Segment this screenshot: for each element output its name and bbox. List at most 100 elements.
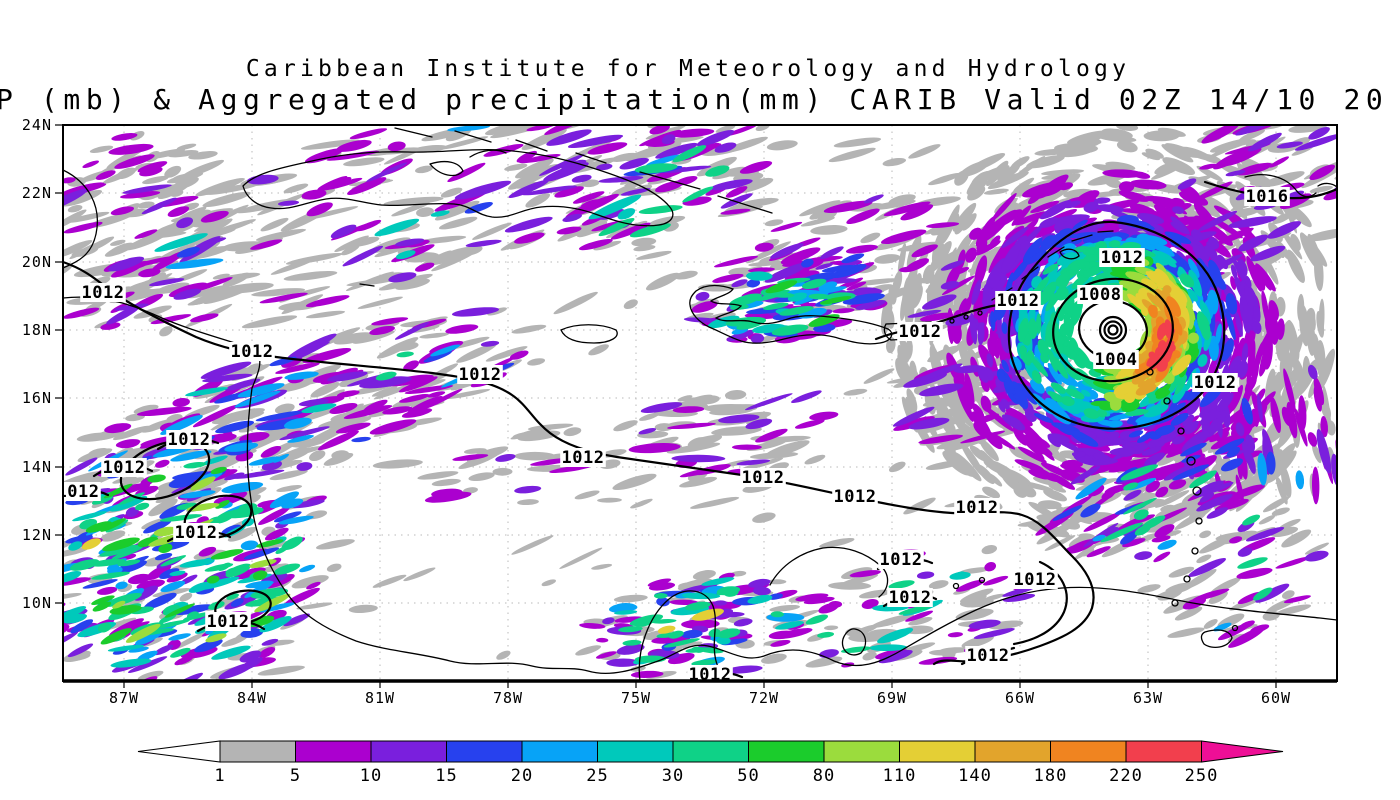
precip-streak [1129, 401, 1140, 411]
precip-streak [224, 506, 264, 519]
precip-streak [274, 403, 295, 414]
precip-streak [67, 204, 83, 213]
precip-streak [692, 97, 743, 120]
precip-streak [460, 245, 483, 256]
precip-streak [281, 498, 304, 509]
precip-streak [1128, 430, 1144, 438]
precip-streak [572, 191, 605, 204]
precip-streak [148, 498, 178, 517]
precip-streak [1113, 381, 1136, 396]
precip-streak [186, 502, 220, 512]
precip-streak [638, 205, 683, 215]
precip-streak [1354, 428, 1372, 472]
precip-streak [1104, 526, 1120, 537]
precip-streak [301, 403, 337, 414]
precip-streak [1064, 200, 1081, 209]
precip-streak [988, 235, 1001, 249]
precip-streak [583, 84, 632, 103]
precip-streak [256, 539, 284, 548]
precip-streak [1271, 507, 1290, 516]
precip-streak [1013, 177, 1035, 193]
precip-streak [341, 244, 360, 256]
precip-streak [275, 545, 289, 554]
precip-streak [855, 300, 886, 310]
precip-streak [258, 646, 276, 658]
precip-streak [63, 177, 76, 184]
lon-tick-label: 66W [1005, 689, 1035, 707]
precip-streak [623, 299, 638, 310]
precip-streak [657, 625, 676, 634]
precip-streak [137, 670, 164, 681]
precip-streak [1169, 197, 1185, 209]
colorbar-segment [672, 740, 749, 763]
precip-streak [681, 592, 721, 600]
precip-streak [1161, 219, 1189, 239]
precip-streak [892, 406, 935, 427]
precip-streak [991, 193, 1017, 221]
precip-streak [1343, 438, 1354, 469]
precip-streak [968, 619, 1001, 629]
precip-streak [1072, 219, 1088, 230]
precip-streak [112, 425, 151, 441]
precip-streak [521, 128, 567, 151]
precip-streak [179, 558, 215, 568]
precip-streak [842, 293, 885, 305]
precip-streak [633, 244, 656, 252]
precip-streak [63, 239, 93, 258]
colorbar-label: 15 [435, 766, 457, 786]
precip-streak [805, 656, 843, 668]
precip-streak [799, 200, 841, 217]
precip-streak [1070, 258, 1090, 271]
precip-streak [960, 441, 985, 477]
precip-streak [170, 647, 191, 658]
precip-streak [117, 559, 141, 567]
precip-streak [860, 232, 881, 244]
precip-streak [1221, 338, 1234, 362]
precip-streak [1017, 446, 1047, 464]
precip-streak [427, 363, 459, 381]
precip-streak [638, 102, 698, 120]
precip-streak [809, 411, 839, 421]
precip-streak [244, 582, 273, 598]
precip-streak [1006, 407, 1030, 424]
precip-streak [1067, 130, 1111, 145]
precip-streak [1189, 470, 1217, 489]
precip-streak [1057, 309, 1065, 322]
precip-streak [315, 539, 355, 550]
precip-streak [284, 371, 319, 380]
precip-streak [897, 242, 907, 277]
precip-streak [1061, 459, 1083, 469]
precip-streak [504, 216, 553, 233]
precip-streak [1137, 584, 1161, 593]
precip-streak [1026, 430, 1047, 449]
precip-streak [173, 604, 214, 615]
precip-streak [1307, 364, 1318, 380]
precip-streak [1176, 322, 1183, 336]
precip-streak [326, 563, 342, 572]
precip-streak [1146, 131, 1177, 139]
precip-streak [269, 491, 300, 509]
precip-streak [546, 129, 592, 146]
precip-streak [110, 658, 152, 668]
colorbar-label: 30 [662, 766, 684, 786]
precip-streak [176, 502, 198, 510]
precip-streak [1244, 275, 1252, 288]
precip-streak [656, 597, 670, 607]
axes-layer: 24N 22N 20N 18N 16N 14N 12N 10N 87W 84W 81W 78W 75W 7… [22, 116, 1290, 707]
precip-streak [359, 376, 412, 389]
precip-streak [1133, 509, 1149, 520]
precip-streak [129, 256, 175, 268]
precip-streak [148, 272, 166, 284]
precip-streak [563, 427, 582, 437]
precip-streak [150, 314, 192, 325]
precip-streak [1134, 524, 1151, 536]
precip-streak [394, 322, 430, 340]
precip-streak [977, 366, 989, 383]
pressure-label: 1004 [1095, 350, 1138, 370]
precip-streak [287, 333, 337, 359]
precip-streak [81, 538, 101, 550]
precip-streak [1229, 536, 1243, 544]
precip-streak [127, 573, 151, 585]
precip-streak [754, 242, 774, 252]
precip-streak [1226, 446, 1241, 458]
